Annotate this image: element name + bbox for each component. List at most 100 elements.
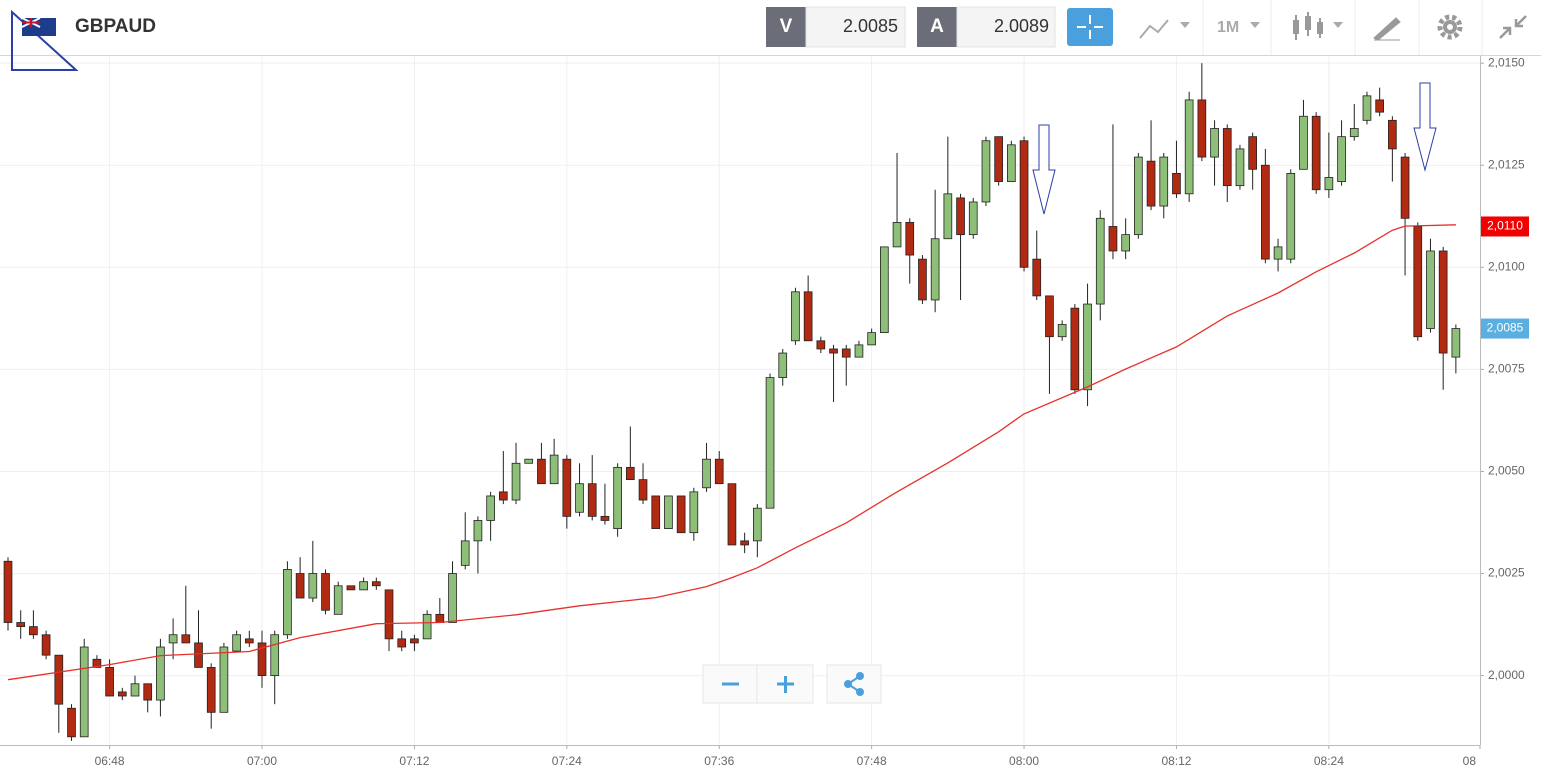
timeframe[interactable]: 1M bbox=[1217, 19, 1239, 36]
candle-body bbox=[664, 495, 673, 530]
bid-value: 2.0085 bbox=[843, 16, 898, 36]
x-tick-label: 08:00 bbox=[1009, 754, 1039, 768]
y-tick-label: 2,0075 bbox=[1488, 362, 1525, 376]
settings-button[interactable] bbox=[1437, 14, 1463, 40]
candle-body bbox=[448, 573, 457, 623]
x-tick-label: 08 bbox=[1463, 754, 1477, 768]
symbol: GBPAUD bbox=[75, 16, 156, 37]
draw-button[interactable] bbox=[1373, 17, 1401, 41]
candle-body bbox=[1426, 250, 1435, 329]
candle-body bbox=[613, 466, 622, 530]
candle-body bbox=[1375, 99, 1385, 113]
candle-body bbox=[1362, 95, 1372, 121]
candle-body bbox=[498, 491, 508, 501]
candle-body bbox=[460, 540, 470, 566]
candle-body bbox=[219, 646, 229, 713]
y-tick-label: 2,0050 bbox=[1488, 464, 1525, 478]
candle-body bbox=[1324, 177, 1334, 191]
candle-body bbox=[1337, 136, 1346, 182]
candle-body bbox=[308, 573, 318, 599]
candle-body bbox=[600, 515, 610, 521]
candle-body bbox=[994, 136, 1003, 182]
candle-body bbox=[778, 352, 788, 378]
y-tick-label: 2,0025 bbox=[1488, 566, 1525, 580]
candle-body bbox=[1045, 295, 1054, 338]
x-tick-label: 08:24 bbox=[1314, 754, 1344, 768]
candle-body bbox=[829, 348, 838, 354]
candle-body bbox=[727, 483, 737, 546]
candle-body bbox=[1248, 136, 1257, 170]
candle-body bbox=[3, 560, 13, 623]
candle-body bbox=[346, 585, 356, 591]
candle-body bbox=[1070, 307, 1080, 391]
share-button[interactable] bbox=[826, 664, 882, 704]
candle-body bbox=[549, 454, 559, 485]
candle-body bbox=[511, 462, 521, 501]
candle-body bbox=[1159, 156, 1169, 207]
candle-body bbox=[422, 613, 432, 640]
candle-body bbox=[1222, 128, 1232, 187]
candle-body bbox=[143, 683, 153, 701]
candle-body bbox=[270, 634, 280, 676]
y-tick-label: 2,0100 bbox=[1488, 259, 1525, 273]
candle-body bbox=[130, 683, 140, 697]
candle-body bbox=[524, 458, 534, 464]
candle-body bbox=[435, 613, 445, 623]
candle-body bbox=[257, 642, 267, 676]
candle-body bbox=[956, 197, 965, 236]
chart-type-button[interactable] bbox=[1139, 19, 1190, 39]
candle-body bbox=[880, 246, 889, 334]
candle-body bbox=[283, 569, 292, 636]
crosshair-button[interactable] bbox=[1067, 8, 1113, 46]
moving-average-line bbox=[7, 224, 1456, 681]
candle-body bbox=[232, 634, 241, 652]
candle-body bbox=[1388, 119, 1397, 150]
candle-body bbox=[752, 507, 762, 542]
candle-body bbox=[168, 634, 178, 644]
candle-body bbox=[1134, 156, 1143, 236]
ask-box bbox=[956, 6, 1056, 48]
candle-body bbox=[981, 140, 991, 203]
zoom-in-button[interactable] bbox=[756, 664, 814, 704]
candle-body bbox=[638, 479, 648, 501]
candle-body bbox=[54, 654, 64, 705]
candle-body bbox=[968, 201, 978, 236]
candle-body bbox=[321, 573, 330, 611]
bid-button[interactable] bbox=[766, 7, 806, 47]
candle-body bbox=[930, 238, 940, 301]
candle-body bbox=[410, 638, 419, 644]
candle-body bbox=[41, 634, 51, 656]
flag-icon bbox=[21, 17, 56, 36]
x-tick-label: 07:12 bbox=[399, 754, 429, 768]
candle-body bbox=[1007, 144, 1016, 182]
ask-label: A bbox=[930, 16, 944, 37]
ask-button[interactable] bbox=[917, 7, 957, 47]
candle-body bbox=[92, 658, 102, 668]
corner-icon bbox=[11, 9, 79, 71]
candle-body bbox=[537, 458, 546, 485]
candle-body bbox=[1019, 140, 1029, 268]
zoom-out-button[interactable] bbox=[702, 664, 758, 704]
candle-body bbox=[714, 458, 724, 485]
candle-body bbox=[244, 638, 254, 644]
candle-body bbox=[625, 466, 635, 481]
bid-box bbox=[805, 6, 906, 48]
candle-body bbox=[333, 585, 343, 615]
candle-body bbox=[1349, 128, 1359, 138]
candle-body bbox=[1311, 115, 1321, 191]
candle-style-button[interactable] bbox=[1293, 12, 1343, 40]
candle-body bbox=[206, 667, 216, 713]
candle-body bbox=[1299, 115, 1308, 170]
candle-body bbox=[1172, 173, 1181, 195]
candle-body bbox=[359, 581, 368, 591]
candle-body bbox=[651, 495, 661, 530]
x-tick-label: 08:12 bbox=[1161, 754, 1191, 768]
candle-body bbox=[562, 458, 572, 517]
candle-body bbox=[892, 221, 902, 248]
collapse-button[interactable] bbox=[1499, 15, 1527, 39]
candle-body bbox=[1273, 246, 1283, 260]
candle-body bbox=[867, 332, 876, 346]
price-badge-label: 2,0085 bbox=[1487, 321, 1524, 335]
candle-body bbox=[702, 458, 711, 489]
candle-body bbox=[918, 258, 927, 301]
